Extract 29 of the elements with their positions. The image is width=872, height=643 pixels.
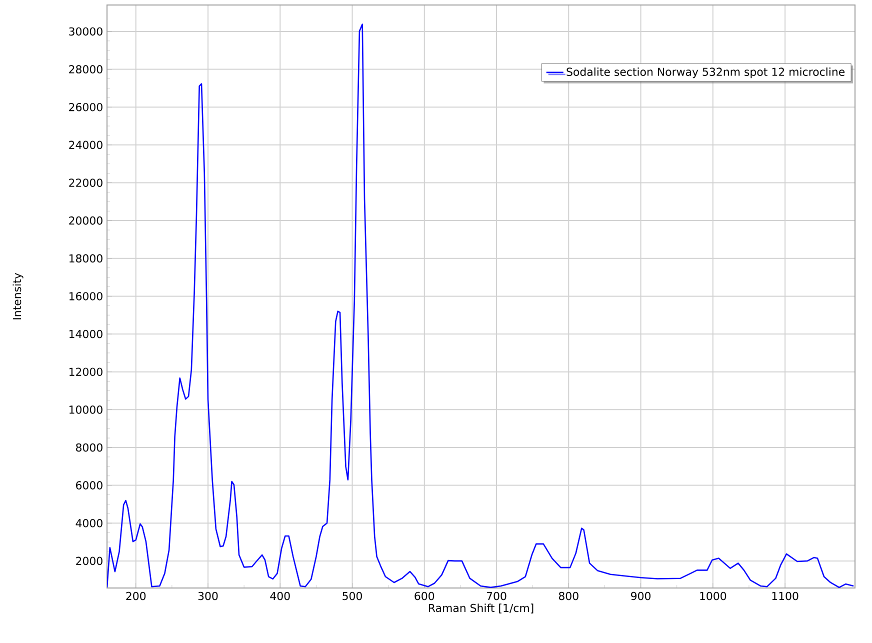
x-tick-label: 1100 bbox=[772, 592, 798, 600]
y-axis-title: Intensity bbox=[12, 272, 24, 320]
x-tick-label: 400 bbox=[270, 592, 290, 600]
x-tick-label: 700 bbox=[486, 592, 506, 600]
y-tick-label: 6000 bbox=[76, 481, 102, 490]
y-tick-label: 28000 bbox=[69, 65, 102, 74]
x-tick-label: 800 bbox=[558, 592, 578, 600]
y-tick-label: 22000 bbox=[69, 178, 102, 187]
y-tick-label: 24000 bbox=[69, 140, 102, 150]
y-tick-label: 4000 bbox=[76, 518, 102, 528]
x-tick-label: 200 bbox=[126, 592, 146, 600]
x-axis-title: Raman Shift [1/cm] bbox=[428, 604, 534, 614]
y-tick-label: 2000 bbox=[76, 556, 102, 566]
y-tick-label: 30000 bbox=[69, 27, 102, 36]
y-tick-label: 16000 bbox=[69, 292, 102, 300]
y-tick-label: 20000 bbox=[69, 216, 102, 225]
x-tick-label: 900 bbox=[631, 592, 650, 600]
x-tick-label: 300 bbox=[198, 592, 218, 600]
legend-label: Sodalite section Norway 532nm spot 12 microcline bbox=[566, 67, 845, 78]
y-tick-label: 12000 bbox=[69, 368, 102, 376]
x-tick-label: 1000 bbox=[700, 592, 726, 600]
x-tick-label: 600 bbox=[414, 592, 434, 600]
y-tick-label: 26000 bbox=[69, 102, 102, 112]
y-tick-label: 8000 bbox=[76, 443, 102, 452]
y-tick-label: 10000 bbox=[69, 406, 102, 414]
y-tick-label: 14000 bbox=[69, 330, 102, 338]
line-series bbox=[107, 24, 854, 588]
y-tick-label: 18000 bbox=[69, 254, 102, 263]
x-tick-label: 500 bbox=[342, 592, 362, 600]
